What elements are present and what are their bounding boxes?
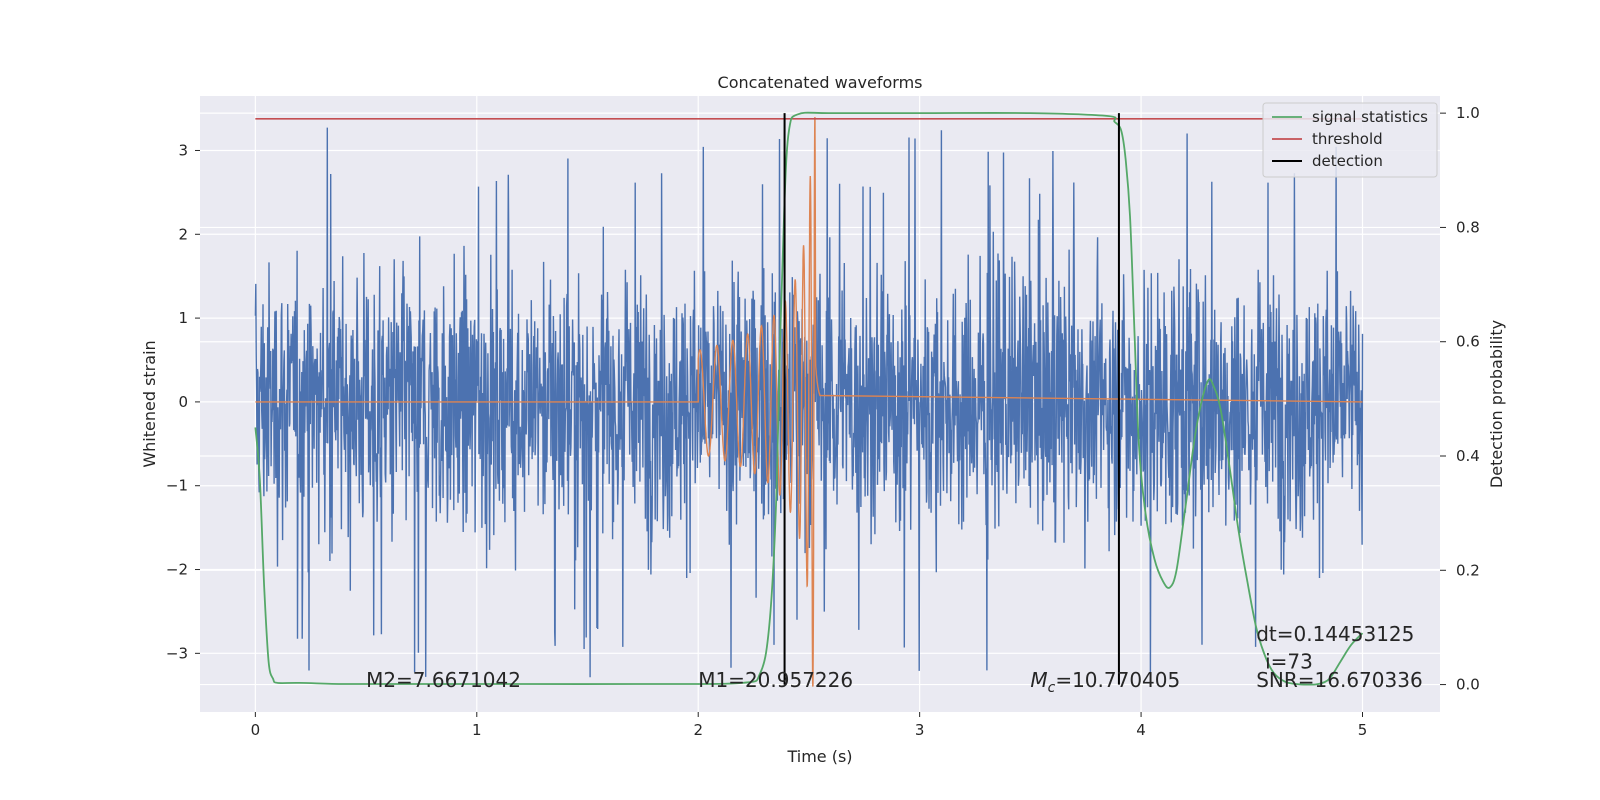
y2-tick-label: 1.0 [1456,104,1480,122]
annotation-m1: M1=20.957226 [698,668,853,692]
y-axis-label: Whitened strain [140,340,159,467]
annotations: M2=7.6671042 M1=20.957226 Mc=10.770405 d… [366,622,1423,696]
y2-tick-label: 0.0 [1456,676,1480,694]
x-tick-label: 3 [915,721,925,739]
y-tick-label: 2 [178,225,188,243]
signal-statistics-series [254,111,1364,686]
detection-series [783,113,1120,685]
y2-tick-label: 0.4 [1456,447,1480,465]
annotation-mc-symbol: M [1030,668,1047,692]
legend-label-threshold: threshold [1312,130,1383,148]
signal-statistics-line [254,111,1364,686]
x-tick-label: 2 [693,721,703,739]
chirp-trace [255,116,1363,687]
legend-label-signal-statistics: signal statistics [1312,108,1428,126]
y-tick-label: −2 [166,561,188,579]
annotation-i: i=73 [1265,649,1313,673]
y2-tick-label: 0.8 [1456,218,1480,236]
annotation-mc-subscript: c [1048,680,1056,696]
legend-box [1262,102,1438,178]
chirp-series [255,116,1363,687]
x-tick-label: 5 [1358,721,1368,739]
y2-axis-label: Detection probability [1487,320,1506,488]
x-axis-label: Time (s) [786,747,852,766]
annotation-mc-value: =10.770405 [1055,668,1180,692]
annotation-dt: dt=0.14453125 [1256,622,1414,646]
chart-title: Concatenated waveforms [718,73,923,92]
x-tick-label: 0 [251,721,261,739]
x-tick-label: 1 [472,721,482,739]
annotation-mc: Mc=10.770405 [1030,668,1180,696]
legend: signal statistics threshold detection [1262,102,1438,178]
y2-tick-label: 0.2 [1456,561,1480,579]
y-tick-label: 3 [178,141,188,159]
axes: 0 1 2 3 4 5 3 2 1 0 −1 −2 −3 1.0 0.8 0.6 0.4 0.2 0.0 [166,104,1480,739]
y-tick-label: 0 [178,393,188,411]
y-tick-label: −3 [166,644,188,662]
y-tick-label: 1 [178,309,188,327]
y-tick-label: −1 [166,477,188,495]
legend-label-detection: detection [1312,152,1383,170]
y2-tick-label: 0.6 [1456,333,1480,351]
x-tick-label: 4 [1136,721,1146,739]
annotation-snr: SNR=16.670336 [1256,668,1422,692]
annotation-m2: M2=7.6671042 [366,668,521,692]
